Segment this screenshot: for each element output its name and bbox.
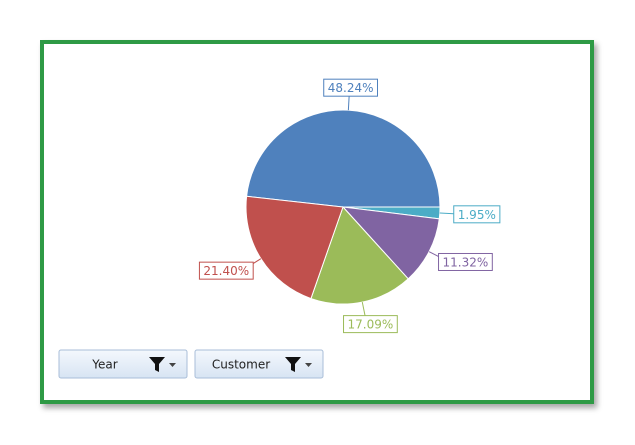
dropdown-arrow bbox=[169, 363, 176, 367]
data-label-text: 48.24% bbox=[328, 81, 374, 95]
data-label-text: 17.09% bbox=[348, 318, 394, 332]
data-label-text: 1.95% bbox=[458, 208, 496, 222]
filter-icon bbox=[285, 357, 301, 372]
data-label: 17.09% bbox=[343, 315, 398, 334]
leader-line bbox=[361, 301, 366, 316]
data-label: 11.32% bbox=[438, 252, 493, 271]
filter-button[interactable]: Year bbox=[58, 349, 188, 379]
leader-line bbox=[439, 212, 454, 215]
button-bg bbox=[58, 349, 188, 379]
label-box bbox=[198, 261, 254, 280]
dropdown-arrow bbox=[305, 363, 312, 367]
leader-line bbox=[347, 96, 350, 111]
button-label: Year bbox=[91, 358, 117, 372]
data-label: 21.40% bbox=[198, 261, 254, 280]
filter-icon bbox=[149, 357, 165, 372]
label-box bbox=[438, 252, 493, 271]
filter-button[interactable]: Customer bbox=[194, 349, 324, 379]
label-box bbox=[343, 315, 398, 334]
button-label: Customer bbox=[212, 358, 270, 372]
data-label-text: 11.32% bbox=[443, 255, 489, 269]
pie-slice bbox=[341, 206, 440, 280]
data-label: 1.95% bbox=[453, 205, 501, 224]
label-box bbox=[453, 205, 501, 224]
label-box bbox=[323, 78, 379, 97]
data-label: 48.24% bbox=[323, 78, 379, 97]
data-label-text: 21.40% bbox=[203, 264, 249, 278]
pie-slice bbox=[310, 206, 409, 305]
